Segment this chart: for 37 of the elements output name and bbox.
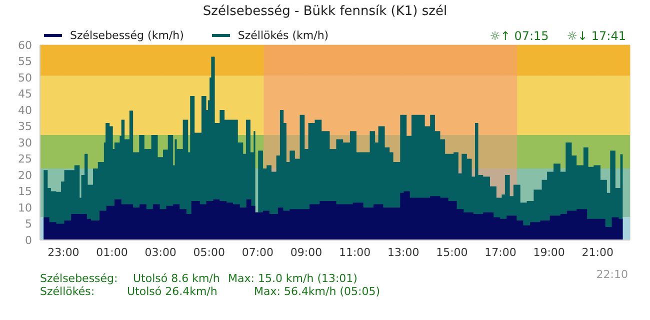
x-tick-label: 13:00	[388, 246, 420, 259]
y-tick-label: 55	[18, 55, 32, 68]
y-tick-label: 40	[18, 104, 32, 117]
x-tick-label: 07:00	[242, 246, 274, 259]
y-tick-label: 20	[18, 168, 32, 182]
x-tick-label: 01:00	[96, 246, 128, 259]
text: Szélsebesség:	[40, 272, 119, 285]
text: Utolsó 8.6 km/h	[133, 272, 221, 285]
y-tick-label: 35	[18, 120, 32, 134]
x-tick-label: 19:00	[533, 246, 565, 259]
x-tick-label: 17:00	[484, 246, 516, 259]
y-tick-label: 50	[18, 71, 32, 84]
y-tick-label: 15	[18, 185, 32, 198]
x-tick-label: 21:00	[582, 246, 614, 259]
y-tick-label: 60	[18, 38, 32, 52]
y-tick-label: 30	[18, 136, 32, 150]
x-tick-label: 15:00	[436, 246, 468, 259]
y-tick-label: 10	[18, 201, 32, 214]
text: Utolsó 26.4km/h	[127, 285, 218, 298]
x-tick-label: 03:00	[144, 246, 176, 259]
x-tick-label: 05:00	[193, 246, 225, 259]
y-tick-label: 45	[18, 88, 32, 101]
text: Max: 56.4km/h (05:05)	[254, 285, 380, 298]
x-tick-label: 23:00	[48, 246, 80, 259]
text: 22:10	[596, 268, 628, 281]
x-tick-label: 09:00	[290, 246, 322, 259]
y-tick-label: 5	[25, 218, 32, 231]
legend-label: Szélsebesség (km/h)	[69, 29, 184, 42]
y-tick-label: 25	[18, 152, 32, 166]
chart-title: Szélsebesség - Bükk fennsík (K1) szél	[202, 4, 448, 19]
text: ☼↓ 17:41	[566, 29, 626, 43]
text: Széllökés:	[40, 285, 96, 298]
x-tick-label: 11:00	[338, 246, 371, 259]
text: Max: 15.0 km/h (13:01)	[228, 272, 358, 285]
text: ☼↑ 07:15	[490, 29, 549, 43]
y-tick-label: 0	[25, 234, 32, 247]
legend-label: Széllökés (km/h)	[236, 29, 329, 42]
